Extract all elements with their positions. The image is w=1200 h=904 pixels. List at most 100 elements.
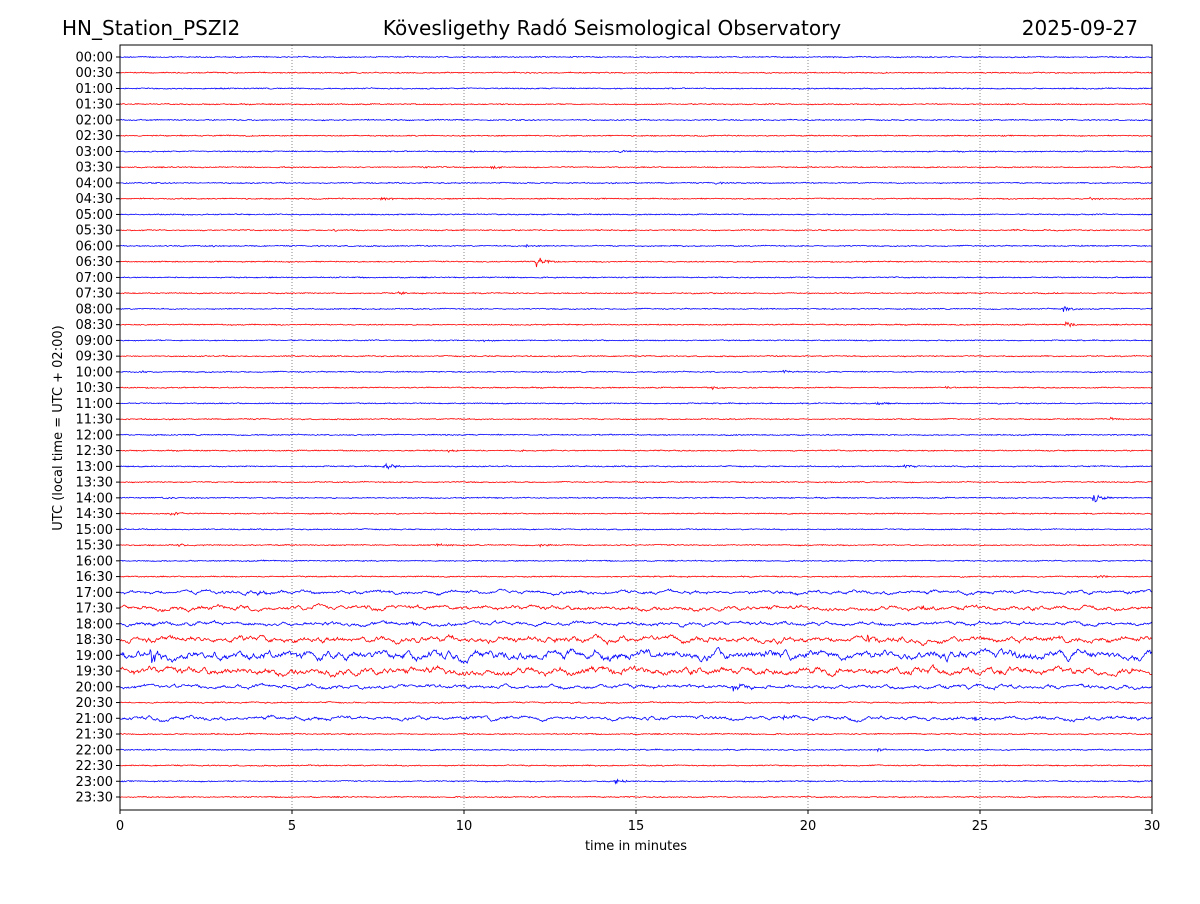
- x-tick-label: 15: [628, 819, 645, 834]
- x-tick-label: 5: [288, 819, 296, 834]
- trace-1700: [119, 588, 1153, 597]
- y-tick-label: 08:30: [76, 318, 113, 333]
- y-tick-label: 10:30: [76, 381, 113, 396]
- trace-0400: [119, 181, 1153, 185]
- y-tick-label: 19:30: [76, 665, 113, 680]
- trace-0100: [119, 87, 1153, 90]
- trace-0130: [119, 102, 1153, 106]
- y-tick-label: 13:30: [76, 476, 113, 491]
- trace-1630: [119, 575, 1152, 579]
- trace-1000: [120, 369, 1153, 374]
- y-tick-label: 06:30: [76, 255, 113, 270]
- y-tick-label: 05:30: [76, 224, 113, 239]
- y-tick-label: 03:00: [76, 145, 113, 160]
- y-tick-label: 09:30: [76, 350, 113, 365]
- y-tick-label: 16:00: [76, 554, 113, 569]
- trace-0300: [119, 149, 1153, 154]
- x-tick-label: 25: [972, 819, 989, 834]
- y-tick-label: 05:00: [76, 208, 113, 223]
- y-tick-label: 10:00: [76, 365, 113, 380]
- trace-1100: [119, 401, 1153, 406]
- y-tick-label: 06:00: [76, 239, 113, 254]
- trace-1130: [119, 416, 1153, 421]
- y-tick-label: 11:00: [76, 397, 113, 412]
- trace-1500: [119, 527, 1153, 531]
- trace-1930: [119, 663, 1153, 678]
- trace-0630: [119, 257, 1153, 268]
- y-tick-label: 04:30: [76, 192, 113, 207]
- trace-0200: [119, 118, 1153, 122]
- trace-0700: [119, 276, 1153, 279]
- y-tick-label: 17:00: [76, 586, 113, 601]
- trace-1230: [119, 449, 1153, 453]
- trace-0830: [119, 321, 1153, 328]
- y-tick-label: 03:30: [76, 161, 113, 176]
- trace-1600: [119, 559, 1153, 563]
- trace-1430: [119, 511, 1153, 516]
- trace-0530: [119, 228, 1152, 232]
- trace-0030: [119, 71, 1153, 75]
- trace-0600: [119, 243, 1153, 249]
- y-tick-label: 18:00: [76, 617, 113, 632]
- trace-0900: [119, 338, 1153, 343]
- y-tick-label: 12:00: [76, 428, 113, 443]
- y-tick-label: 20:30: [76, 696, 113, 711]
- trace-1300: [119, 462, 1153, 470]
- y-tick-label: 09:00: [76, 334, 113, 349]
- y-tick-label: 18:30: [76, 633, 113, 648]
- y-tick-label: 23:00: [76, 775, 113, 790]
- trace-0500: [119, 213, 1153, 216]
- y-tick-label: 20:00: [76, 680, 113, 695]
- trace-1830: [119, 633, 1153, 647]
- trace-2130: [119, 732, 1153, 736]
- trace-0000: [119, 55, 1153, 59]
- trace-1530: [119, 543, 1153, 548]
- y-tick-label: 17:30: [76, 602, 113, 617]
- y-tick-label: 21:30: [76, 728, 113, 743]
- y-tick-label: 07:30: [76, 287, 113, 302]
- trace-2200: [119, 748, 1153, 753]
- y-tick-label: 15:30: [76, 539, 113, 554]
- trace-1900: [119, 646, 1153, 664]
- trace-0800: [119, 306, 1153, 312]
- y-tick-label: 08:00: [76, 302, 113, 317]
- plot-frame: [119, 44, 1153, 811]
- y-axis-label: UTC (local time = UTC + 02:00): [51, 325, 66, 530]
- trace-1200: [119, 433, 1153, 437]
- y-tick-label: 00:00: [76, 51, 113, 66]
- y-tick-label: 15:00: [76, 523, 113, 538]
- y-tick-label: 11:30: [76, 413, 113, 428]
- y-tick-label: 23:30: [76, 791, 113, 806]
- y-tick-label: 02:00: [76, 113, 113, 128]
- trace-0930: [119, 354, 1152, 358]
- y-tick-label: 22:00: [76, 743, 113, 758]
- trace-2030: [120, 700, 1153, 705]
- trace-2000: [119, 682, 1153, 692]
- trace-0730: [119, 291, 1153, 296]
- trace-2230: [119, 764, 1153, 767]
- y-tick-label: 01:00: [76, 82, 113, 97]
- y-tick-label: 02:30: [76, 129, 113, 144]
- trace-1330: [119, 480, 1153, 484]
- trace-1800: [119, 619, 1153, 628]
- trace-1730: [119, 603, 1153, 613]
- x-tick-label: 20: [800, 819, 817, 834]
- trace-1400: [120, 494, 1153, 503]
- trace-2300: [119, 778, 1153, 785]
- y-tick-label: 14:30: [76, 507, 113, 522]
- date-title: 2025-09-27: [1022, 16, 1138, 40]
- x-tick-label: 10: [456, 819, 473, 834]
- trace-2100: [119, 714, 1153, 723]
- y-tick-label: 14:00: [76, 491, 113, 506]
- trace-1030: [119, 385, 1153, 391]
- trace-0330: [119, 165, 1153, 170]
- x-tick-label: 30: [1144, 819, 1161, 834]
- y-tick-label: 16:30: [76, 570, 113, 585]
- chart-title: Kövesligethy Radó Seismological Observat…: [383, 16, 841, 40]
- y-tick-label: 07:00: [76, 271, 113, 286]
- x-axis-label: time in minutes: [585, 839, 687, 854]
- y-tick-label: 12:30: [76, 444, 113, 459]
- trace-0230: [120, 134, 1153, 138]
